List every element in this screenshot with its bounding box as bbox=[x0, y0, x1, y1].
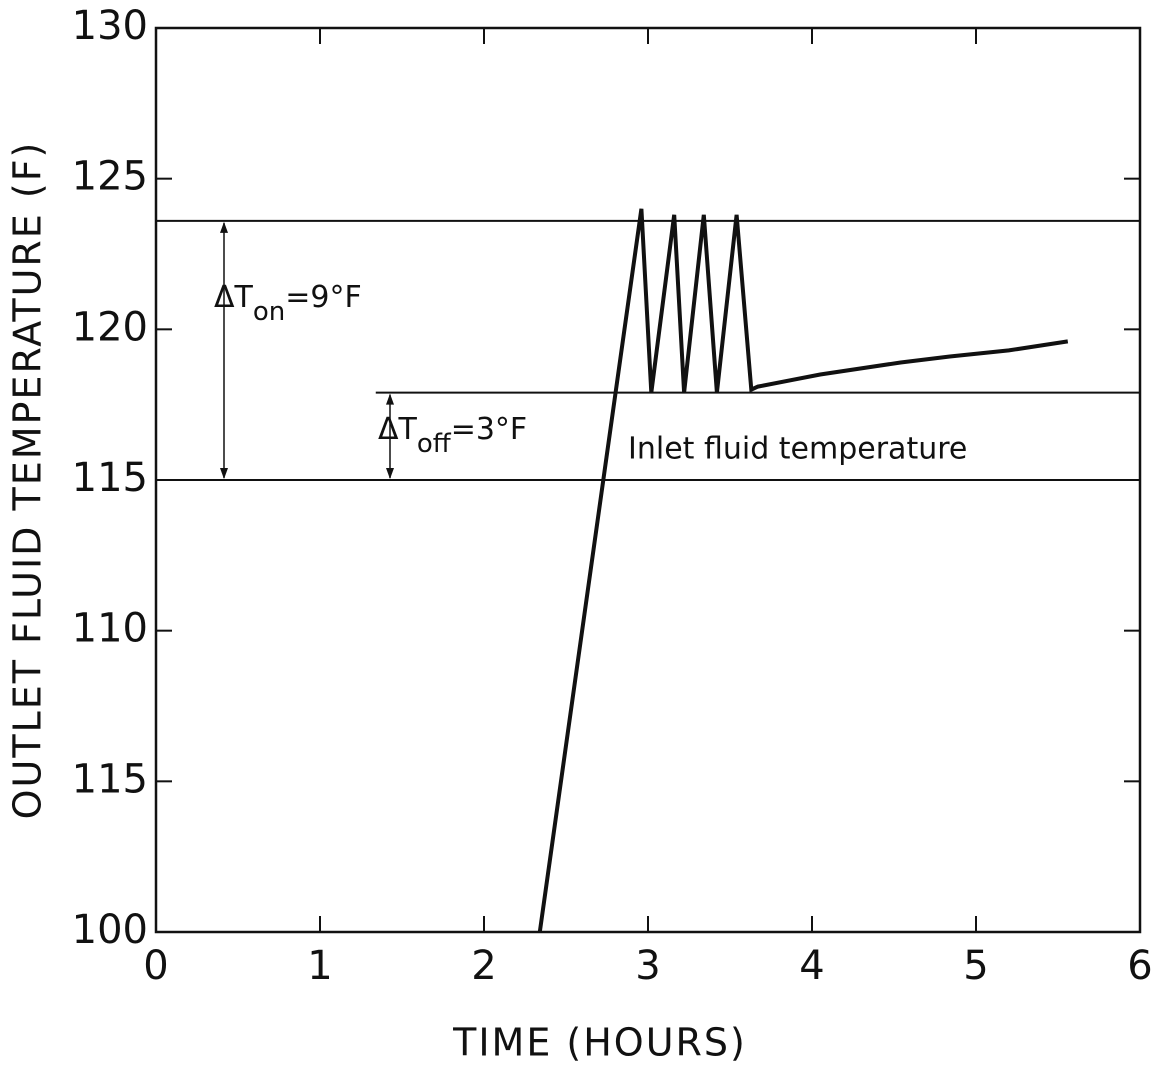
arrowhead bbox=[220, 468, 228, 479]
y-tick-label: 130 bbox=[72, 3, 148, 49]
arrowhead bbox=[220, 221, 228, 233]
x-tick-label: 3 bbox=[635, 943, 660, 989]
x-tick-label: 4 bbox=[799, 943, 824, 989]
arrowhead bbox=[386, 468, 394, 479]
data-line bbox=[537, 208, 1069, 933]
x-tick-label: 1 bbox=[307, 943, 332, 989]
annotation-symbol: ΔT bbox=[378, 412, 418, 447]
y-tick-label: 100 bbox=[72, 907, 148, 953]
x-tick-label: 2 bbox=[471, 943, 496, 989]
arrowhead bbox=[386, 393, 394, 405]
reference-label: Inlet fluid temperature bbox=[628, 432, 967, 467]
x-tick-label: 0 bbox=[143, 943, 168, 989]
annotation-subscript: on bbox=[253, 297, 285, 327]
annotation: ΔToff=3°F bbox=[378, 412, 527, 459]
y-tick-label: 125 bbox=[72, 154, 148, 200]
y-tick-label: 110 bbox=[72, 606, 148, 652]
annotation-text: =9°F bbox=[285, 280, 361, 315]
y-tick-label: 115 bbox=[72, 756, 148, 802]
y-tick-label: 120 bbox=[72, 304, 148, 350]
x-tick-label: 6 bbox=[1127, 943, 1152, 989]
annotation-subscript: off bbox=[417, 429, 452, 459]
y-axis-title: OUTLET FLUID TEMPERATURE (F) bbox=[6, 141, 50, 820]
annotation-symbol: ΔT bbox=[214, 280, 254, 315]
x-tick-label: 5 bbox=[963, 943, 988, 989]
annotation: ΔTon=9°F bbox=[214, 280, 362, 327]
annotation-text: =3°F bbox=[451, 412, 527, 447]
x-axis-title: TIME (HOURS) bbox=[452, 1021, 747, 1065]
y-tick-label: 115 bbox=[72, 455, 148, 501]
